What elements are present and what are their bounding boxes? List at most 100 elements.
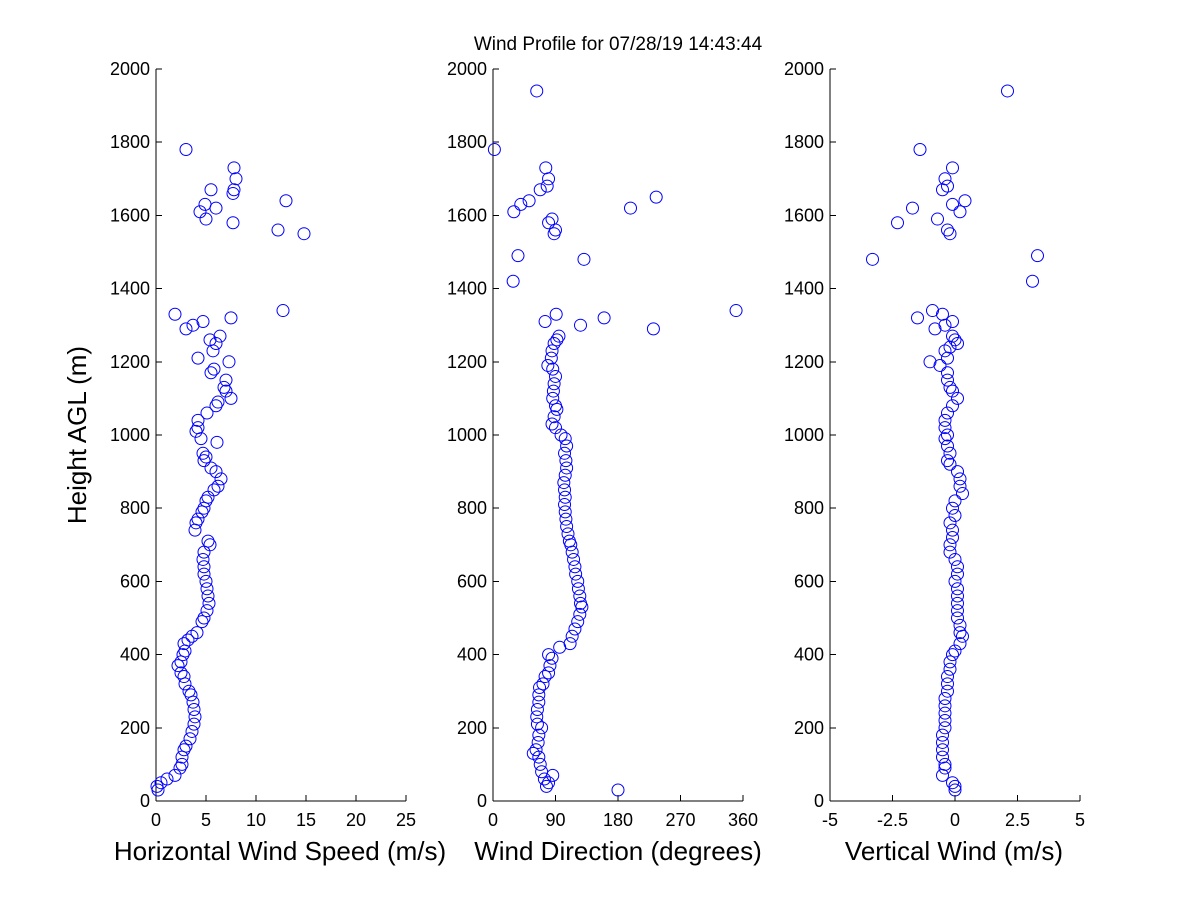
- data-point: [539, 779, 553, 793]
- data-point: [189, 516, 203, 530]
- data-point: [532, 750, 546, 764]
- data-point: [938, 344, 952, 358]
- data-point: [206, 344, 220, 358]
- data-point: [953, 618, 967, 632]
- x-axis-label-direction: Wind Direction (degrees): [474, 836, 762, 866]
- data-point: [202, 596, 216, 610]
- x-tick-label: 2.5: [1005, 810, 1030, 830]
- data-point: [199, 212, 213, 226]
- data-point: [946, 197, 959, 211]
- data-point: [276, 304, 290, 318]
- data-point: [938, 699, 952, 713]
- data-point: [936, 307, 949, 321]
- data-point: [542, 648, 556, 662]
- data-point: [183, 732, 197, 746]
- data-point: [545, 212, 559, 226]
- data-point: [541, 358, 555, 372]
- data-point: [943, 227, 957, 241]
- data-point: [941, 366, 954, 380]
- data-point: [611, 783, 625, 797]
- data-point: [186, 318, 200, 332]
- y-tick-label: 600: [120, 571, 150, 591]
- data-point: [938, 761, 952, 775]
- data-point: [941, 670, 954, 684]
- data-point: [956, 629, 969, 643]
- x-tick-label: 0: [950, 810, 960, 830]
- data-point: [184, 688, 198, 702]
- y-tick-label: 200: [794, 718, 824, 738]
- x-axis-label-vertical: Vertical Wind (m/s): [845, 836, 1063, 866]
- data-point: [177, 637, 191, 651]
- data-point: [297, 227, 311, 241]
- data-point: [550, 402, 564, 416]
- data-point: [207, 483, 221, 497]
- data-point: [938, 421, 952, 435]
- data-point: [938, 172, 952, 186]
- data-point: [943, 457, 957, 471]
- data-point: [542, 172, 556, 186]
- y-tick-label: 600: [457, 571, 487, 591]
- data-point: [560, 461, 574, 475]
- data-point: [938, 413, 952, 427]
- data-point: [546, 768, 560, 782]
- data-point: [178, 677, 192, 691]
- data-point: [941, 454, 954, 468]
- y-tick-label: 1800: [784, 132, 824, 152]
- data-point: [173, 761, 187, 775]
- y-tick-label: 200: [457, 718, 487, 738]
- y-tick-label: 800: [120, 498, 150, 518]
- data-point: [549, 369, 562, 383]
- data-point: [948, 779, 962, 793]
- data-point: [191, 413, 205, 427]
- data-point: [199, 574, 213, 588]
- data-point: [946, 523, 959, 537]
- data-point: [211, 395, 225, 409]
- y-tick-label: 400: [457, 645, 487, 665]
- y-tick-label: 0: [814, 791, 824, 811]
- figure-title: Wind Profile for 07/28/19 14:43:44: [474, 34, 763, 55]
- data-point: [532, 695, 546, 709]
- data-point: [941, 406, 954, 420]
- y-tick-label: 800: [794, 498, 824, 518]
- data-point: [209, 399, 223, 413]
- data-point: [189, 424, 203, 438]
- y-tick-label: 800: [457, 498, 487, 518]
- data-point: [936, 768, 949, 782]
- data-point: [549, 307, 563, 321]
- data-point: [507, 205, 521, 219]
- data-point: [196, 446, 210, 460]
- data-point: [953, 479, 967, 493]
- data-point: [213, 329, 227, 343]
- data-point: [546, 384, 560, 398]
- data-point: [229, 172, 243, 186]
- data-point: [567, 552, 581, 566]
- data-point: [936, 183, 949, 197]
- data-point: [953, 637, 967, 651]
- x-tick-label: 0: [488, 810, 498, 830]
- data-point: [936, 750, 949, 764]
- data-point: [574, 318, 587, 332]
- data-point: [729, 304, 743, 318]
- y-tick-label: 400: [794, 645, 824, 665]
- data-point: [540, 179, 554, 193]
- y-tick-label: 400: [120, 645, 150, 665]
- data-point: [568, 622, 582, 636]
- data-point: [168, 307, 182, 321]
- data-point: [197, 545, 211, 559]
- data-point: [946, 399, 959, 413]
- data-point: [201, 589, 215, 603]
- data-point: [530, 703, 544, 716]
- data-point: [953, 626, 967, 640]
- data-point: [558, 446, 572, 460]
- data-point: [948, 333, 962, 347]
- data-point: [558, 432, 572, 446]
- data-point: [200, 604, 214, 618]
- x-tick-label: 5: [1075, 810, 1085, 830]
- data-point: [938, 432, 952, 446]
- x-tick-label: 15: [296, 810, 316, 830]
- data-point: [544, 351, 558, 365]
- x-tick-label: -2.5: [877, 810, 908, 830]
- data-point: [529, 743, 543, 757]
- data-point: [196, 552, 210, 566]
